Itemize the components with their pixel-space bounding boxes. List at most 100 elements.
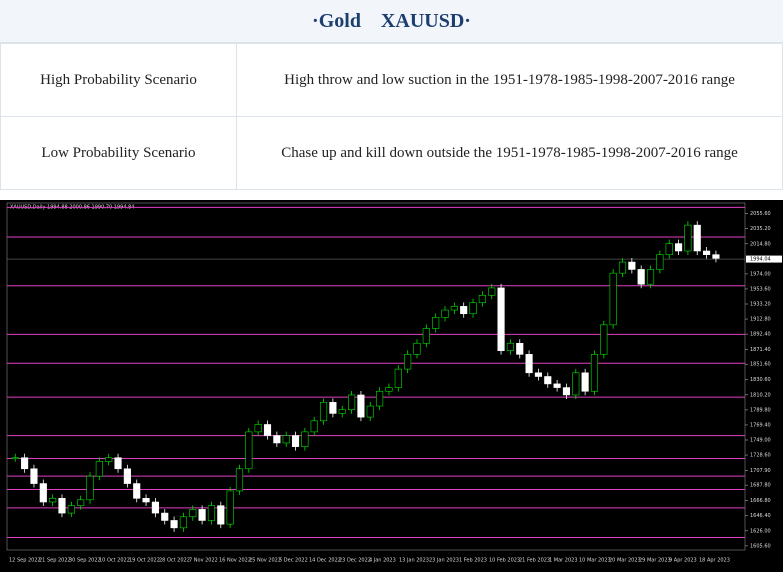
candle [67,505,75,514]
candle [123,468,131,484]
cell: Low Probability Scenario [0,116,237,190]
y-tick-label: 1851.60 [750,362,771,368]
candle [21,457,29,470]
candle [460,306,468,315]
y-tick-label: 1605.60 [750,543,771,549]
y-tick-label: 2014.80 [750,241,771,247]
y-tick-label: 1933.20 [750,301,771,307]
candle [544,376,552,385]
x-tick-label: 20 Mar 2023 [609,558,641,564]
candle [357,394,365,418]
y-tick-label: 1892.40 [750,332,771,338]
current-price-label: 1994.04 [750,257,771,263]
x-tick-label: 30 Sep 2022 [69,558,101,564]
candle [637,269,645,285]
candle [618,261,627,274]
candle [142,498,150,503]
y-tick-label: 1749.00 [750,437,771,443]
cell: High Probability Scenario [0,43,237,117]
y-tick-label: 1974.00 [750,271,771,277]
y-tick-label: 1626.00 [750,528,771,534]
candle [646,269,655,285]
candle [450,306,458,311]
candle [693,224,701,252]
candle [338,409,346,414]
candle [590,354,599,392]
candle [161,512,169,521]
chart-bg [0,200,783,572]
candle [422,328,430,344]
frame [6,202,746,551]
candle [133,483,141,499]
candle [151,501,159,514]
x-tick-label: 28 Oct 2022 [159,558,190,564]
candle [282,435,290,444]
candle [441,309,449,318]
y-tick-label: 1953.60 [750,286,771,292]
cell: High throw and low suction in the 1951-1… [236,43,783,117]
current-price-box [746,255,782,263]
x-tick-label: 1 Feb 2023 [459,558,487,564]
title: ·Gold XAUUSD· [0,0,783,43]
x-tick-label: 5 Dec 2022 [279,558,308,564]
candle [105,457,113,462]
candle [39,483,47,503]
candle [712,254,720,259]
candle [581,372,589,392]
candle [516,342,524,355]
x-tick-label: 23 Jan 2023 [429,558,459,564]
y-tick-label: 2035.20 [750,226,771,232]
candle [86,475,94,501]
candle [235,468,244,492]
candle [656,254,664,270]
candle [217,505,225,525]
x-tick-label: 19 Oct 2022 [129,558,160,564]
row: High Probability Scenario High throw and … [0,43,783,117]
candle [562,387,571,396]
price-chart: XAUUSD,Daily 1994.88 2000.86 1990.70 199… [0,200,783,572]
y-tick-label: 1646.40 [750,513,771,519]
x-tick-label: 23 Dec 2022 [339,558,371,564]
candle [674,243,683,252]
candle [273,435,281,444]
candle [58,498,66,514]
candle [329,402,337,414]
candle [114,457,122,470]
y-tick-label: 1871.40 [750,347,771,353]
candle [226,490,234,525]
x-tick-label: 9 Apr 2023 [669,558,697,564]
y-tick-label: 1728.60 [750,453,771,459]
x-tick-label: 21 Feb 2023 [519,558,550,564]
candle [254,424,262,433]
row: Low Probability Scenario Chase up and kil… [0,116,783,190]
x-tick-label: 1 Mar 2023 [549,558,578,564]
y-tick-label: 1912.80 [750,317,771,323]
candle [609,272,617,326]
candle [665,243,673,255]
y-tick-label: 1789.80 [750,407,771,413]
candle [394,368,402,388]
candle [189,509,197,518]
y-tick-label: 1769.40 [750,422,771,428]
x-tick-label: 16 Nov 2022 [219,558,251,564]
candle [525,354,533,374]
x-tick-label: 29 Mar 2023 [639,558,671,564]
candle [179,516,187,529]
x-tick-label: 4 Jan 2023 [369,558,396,564]
y-tick-label: 1810.20 [750,392,771,398]
y-tick-label: 1707.90 [750,468,771,474]
y-tick-label: 1687.80 [750,483,771,489]
x-tick-label: 18 Apr 2023 [699,558,730,564]
candle [553,383,561,388]
x-tick-label: 14 Dec 2022 [309,558,341,564]
candle [301,431,309,447]
x-tick-label: 25 Nov 2022 [249,558,281,564]
candle [600,324,608,355]
x-tick-label: 10 Oct 2022 [99,558,130,564]
x-tick-label: 12 Sep 2022 [9,558,41,564]
candle [628,261,636,270]
candle [506,342,514,351]
cell: Chase up and kill down outside the 1951-… [236,116,783,190]
candle [170,520,178,529]
